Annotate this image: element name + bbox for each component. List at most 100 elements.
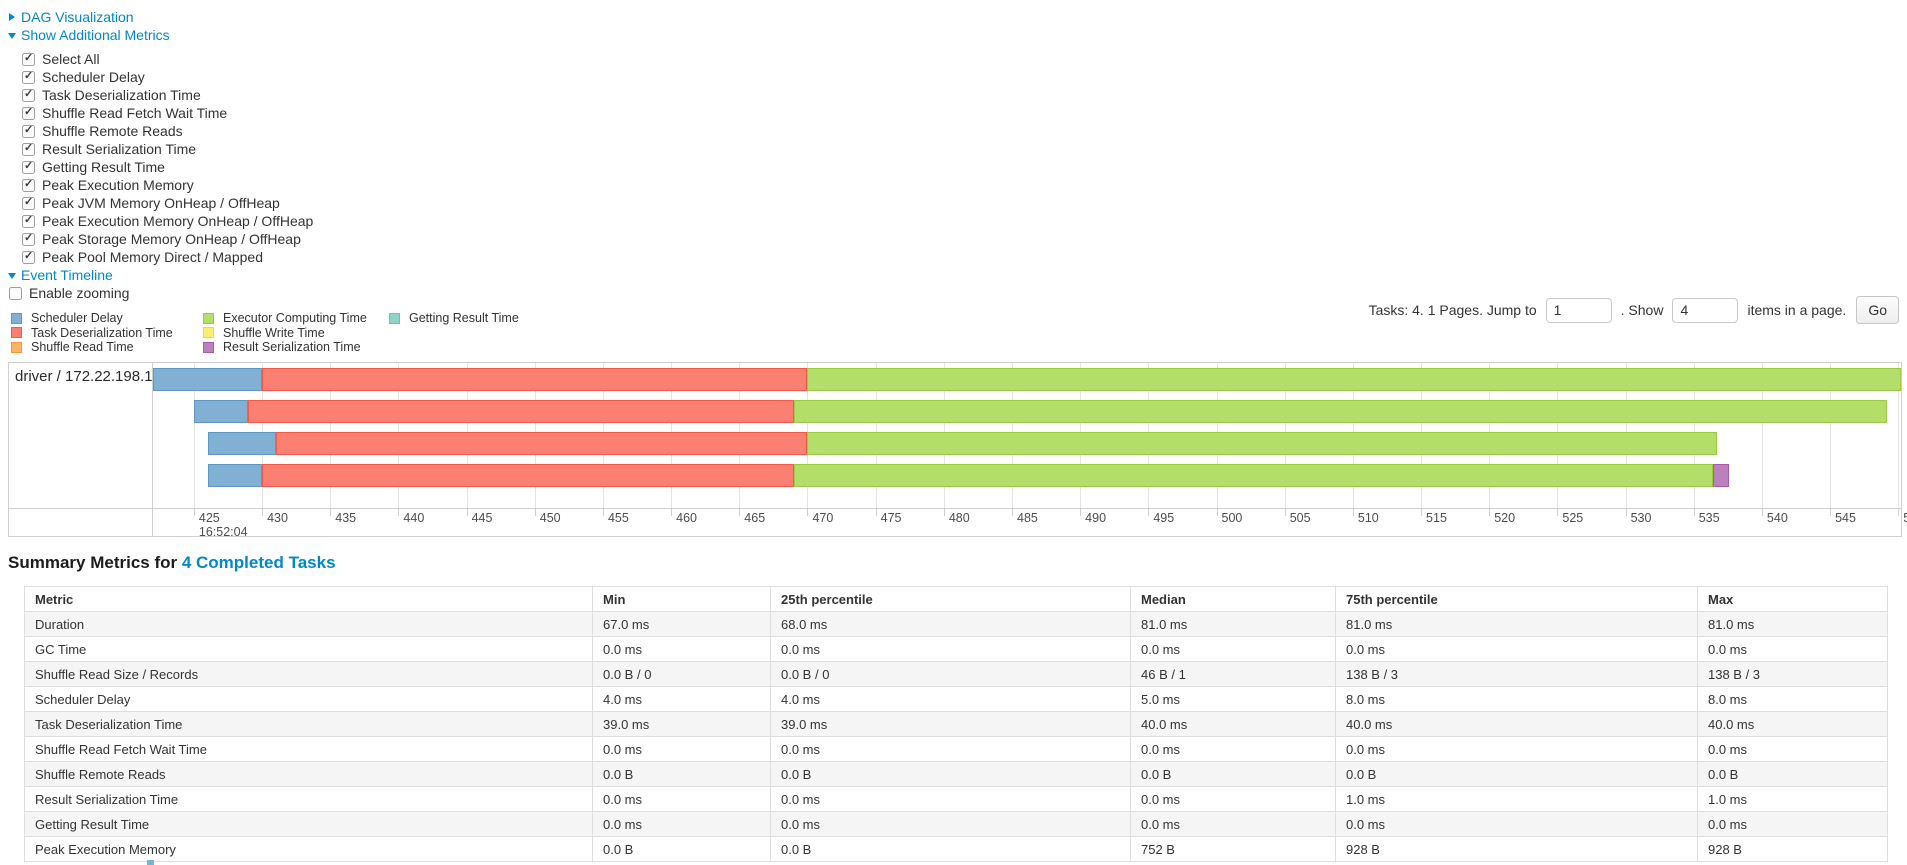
metric-value: 0.0 ms: [770, 635, 1131, 662]
task-3-scheduler-delay-bar[interactable]: [207, 431, 276, 455]
metric-name: Shuffle Read Size / Records: [24, 660, 593, 687]
checkbox-label-shuffle-read-fetch-wait-time: Shuffle Read Fetch Wait Time: [42, 105, 228, 121]
metric-row-peak-storage-memory-onheap-offheap: Peak Storage Memory OnHeap / OffHeap: [22, 230, 1907, 248]
metric-value: 0.0 B: [1697, 760, 1888, 787]
metric-value: 0.0 ms: [592, 735, 771, 762]
tick-550: [1898, 508, 1900, 516]
tick-435: [330, 508, 332, 516]
tick-505: [1284, 508, 1286, 516]
enable-zooming-row: Enable zooming: [9, 284, 1907, 302]
checkbox-peak-execution-memory[interactable]: [22, 177, 35, 192]
checkbox-getting-result-time[interactable]: [22, 159, 35, 174]
metric-value: 0.0 ms: [592, 785, 771, 812]
tick-535: [1693, 508, 1695, 516]
checkbox-shuffle-remote-reads[interactable]: [22, 123, 35, 138]
dag-visualization-toggle[interactable]: DAG Visualization: [8, 8, 1907, 26]
checkbox-task-deserialization-time[interactable]: [22, 87, 35, 102]
metric-row-task-deserialization-time: Task Deserialization Time 39.0 ms 39.0 ms 4…: [24, 710, 1888, 737]
checkbox-shuffle-read-fetch-wait-time[interactable]: [22, 105, 35, 120]
tick-540: [1761, 508, 1763, 516]
expanded-arrow-icon: [8, 32, 16, 39]
enable-zooming-checkbox[interactable]: [9, 286, 22, 300]
metric-value: 928 B: [1335, 835, 1698, 862]
tick-485: [1012, 508, 1013, 516]
tick-label-465: 465: [744, 510, 766, 525]
show-additional-metrics-toggle[interactable]: Show Additional Metrics: [8, 26, 1907, 44]
metric-name: Peak Execution Memory: [24, 835, 593, 862]
metric-value: 81.0 ms: [1335, 610, 1698, 637]
checkbox-result-serialization-time[interactable]: [22, 141, 35, 156]
summary-metrics-title: Summary Metrics for 4 Completed Tasks: [8, 553, 1907, 573]
metric-row-gc-time: GC Time 0.0 ms 0.0 ms 0.0 ms 0.0 ms 0.0 ms: [24, 635, 1888, 662]
legend-item-shuffle-write-time: Shuffle Write Time: [203, 326, 389, 341]
task-4-result-serialization-bar[interactable]: [1712, 463, 1730, 487]
gridline-550: [1898, 362, 1900, 508]
tick-label-440: 440: [403, 510, 425, 525]
getting-result-swatch-icon: [389, 312, 400, 324]
checkbox-label-peak-execution-memory: Peak Execution Memory: [42, 177, 194, 193]
checkbox-scheduler-delay[interactable]: [22, 69, 35, 84]
metric-value: 8.0 ms: [1697, 685, 1888, 712]
task-4-executor-computing-bar[interactable]: [793, 463, 1713, 487]
metric-value: 81.0 ms: [1130, 610, 1336, 637]
metric-name: Shuffle Remote Reads: [24, 760, 593, 787]
metric-value: 0.0 B: [592, 835, 771, 862]
shuffle-write-swatch-icon: [203, 327, 214, 339]
legend-label: Scheduler Delay: [31, 311, 123, 326]
task-1-task-deserialization-bar[interactable]: [262, 367, 808, 391]
timeline-plot-area[interactable]: 425 16:52:04 430 435 440 445 450 455 460 465 470 47…: [153, 362, 1907, 539]
checkbox-peak-execution-memory-onheap-offheap[interactable]: [22, 213, 35, 228]
checkbox-select-all[interactable]: [22, 51, 35, 66]
metric-value: 928 B: [1697, 835, 1888, 862]
items-per-page-input[interactable]: [1672, 297, 1739, 323]
task-1-executor-computing-bar[interactable]: [807, 367, 1901, 391]
metric-row-shuffle-remote-reads: Shuffle Remote Reads: [22, 122, 1907, 140]
task-4-task-deserialization-bar[interactable]: [262, 463, 794, 487]
metric-row-peak-execution-memory-onheap-offheap: Peak Execution Memory OnHeap / OffHeap: [22, 212, 1907, 230]
task-2-task-deserialization-bar[interactable]: [248, 399, 794, 423]
metric-value: 40.0 ms: [1697, 710, 1888, 737]
checkbox-label-shuffle-remote-reads: Shuffle Remote Reads: [42, 123, 183, 139]
legend-label: Executor Computing Time: [223, 311, 367, 326]
metric-value: 0.0 ms: [1697, 735, 1888, 762]
metric-value: 0.0 B / 0: [592, 660, 771, 687]
metric-row-result-serialization-time: Result Serialization Time: [22, 140, 1907, 158]
metric-value: 0.0 ms: [592, 810, 771, 837]
event-timeline-link[interactable]: Event Timeline: [21, 267, 113, 283]
checkbox-peak-jvm-memory-onheap-offheap[interactable]: [22, 195, 35, 210]
dag-visualization-link[interactable]: DAG Visualization: [21, 9, 134, 25]
task-4-scheduler-delay-bar[interactable]: [207, 463, 263, 487]
checkbox-peak-storage-memory-onheap-offheap[interactable]: [22, 231, 35, 246]
task-3-task-deserialization-bar[interactable]: [275, 431, 808, 455]
event-timeline-toggle[interactable]: Event Timeline: [8, 266, 1907, 284]
task-3-executor-computing-bar[interactable]: [807, 431, 1717, 455]
go-button[interactable]: Go: [1856, 296, 1899, 324]
pagination-prefix-text: Tasks: 4. 1 Pages. Jump to: [1368, 302, 1537, 318]
tick-425: [193, 508, 195, 516]
executor-computing-swatch-icon: [203, 312, 214, 324]
checkbox-label-peak-jvm-memory-onheap-offheap: Peak JVM Memory OnHeap / OffHeap: [42, 195, 280, 211]
metric-value: 0.0 ms: [592, 635, 771, 662]
metric-value: 0.0 B: [1130, 760, 1336, 787]
metric-value: 46 B / 1: [1130, 660, 1336, 687]
controls-panel: DAG Visualization Show Additional Metric…: [0, 0, 1907, 302]
task-1-scheduler-delay-bar[interactable]: [153, 367, 263, 391]
column-header-25th-percentile: 25th percentile: [770, 585, 1131, 612]
completed-tasks-link[interactable]: 4 Completed Tasks: [181, 552, 336, 572]
metric-value: 0.0 ms: [1335, 635, 1698, 662]
show-additional-metrics-link[interactable]: Show Additional Metrics: [21, 27, 170, 43]
task-2-executor-computing-bar[interactable]: [793, 399, 1888, 423]
metric-value: 0.0 B: [770, 835, 1131, 862]
column-header-min: Min: [592, 585, 771, 612]
checkbox-peak-pool-memory-direct-mapped[interactable]: [22, 249, 35, 264]
enable-zooming-label: Enable zooming: [29, 285, 130, 301]
metric-value: 0.0 ms: [1697, 635, 1888, 662]
task-2-scheduler-delay-bar[interactable]: [193, 399, 249, 423]
jump-to-page-input[interactable]: [1545, 297, 1612, 323]
tick-label-525: 525: [1562, 510, 1584, 525]
metric-value: 0.0 ms: [1697, 810, 1888, 837]
tick-450: [534, 508, 536, 516]
legend-item-getting-result-time: Getting Result Time: [389, 311, 519, 326]
tick-label-490: 490: [1085, 510, 1107, 525]
metric-value: 0.0 ms: [1130, 735, 1336, 762]
